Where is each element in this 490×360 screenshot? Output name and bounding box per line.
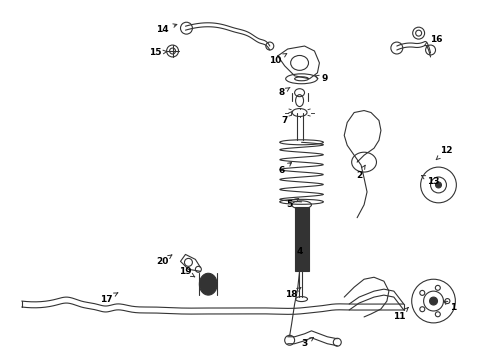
Text: 4: 4 xyxy=(296,245,309,256)
Text: 18: 18 xyxy=(285,288,301,298)
Text: 9: 9 xyxy=(315,74,328,83)
Bar xyxy=(294,207,309,271)
Text: 7: 7 xyxy=(281,111,293,125)
Text: 17: 17 xyxy=(100,293,118,303)
Text: 12: 12 xyxy=(436,146,453,159)
Text: 16: 16 xyxy=(424,35,443,46)
Text: 20: 20 xyxy=(156,255,172,266)
Text: 19: 19 xyxy=(179,267,195,277)
Circle shape xyxy=(436,182,441,188)
Text: 10: 10 xyxy=(269,54,287,66)
Text: 5: 5 xyxy=(287,198,299,209)
Text: 1: 1 xyxy=(444,301,457,311)
Text: 6: 6 xyxy=(279,162,292,175)
Text: 8: 8 xyxy=(279,87,290,97)
Text: 14: 14 xyxy=(156,24,177,34)
Text: 2: 2 xyxy=(356,165,365,180)
Ellipse shape xyxy=(199,273,217,295)
Text: 15: 15 xyxy=(149,49,168,58)
Text: 3: 3 xyxy=(301,337,314,348)
Circle shape xyxy=(430,297,438,305)
Text: 11: 11 xyxy=(392,307,408,321)
Text: 13: 13 xyxy=(421,176,440,186)
